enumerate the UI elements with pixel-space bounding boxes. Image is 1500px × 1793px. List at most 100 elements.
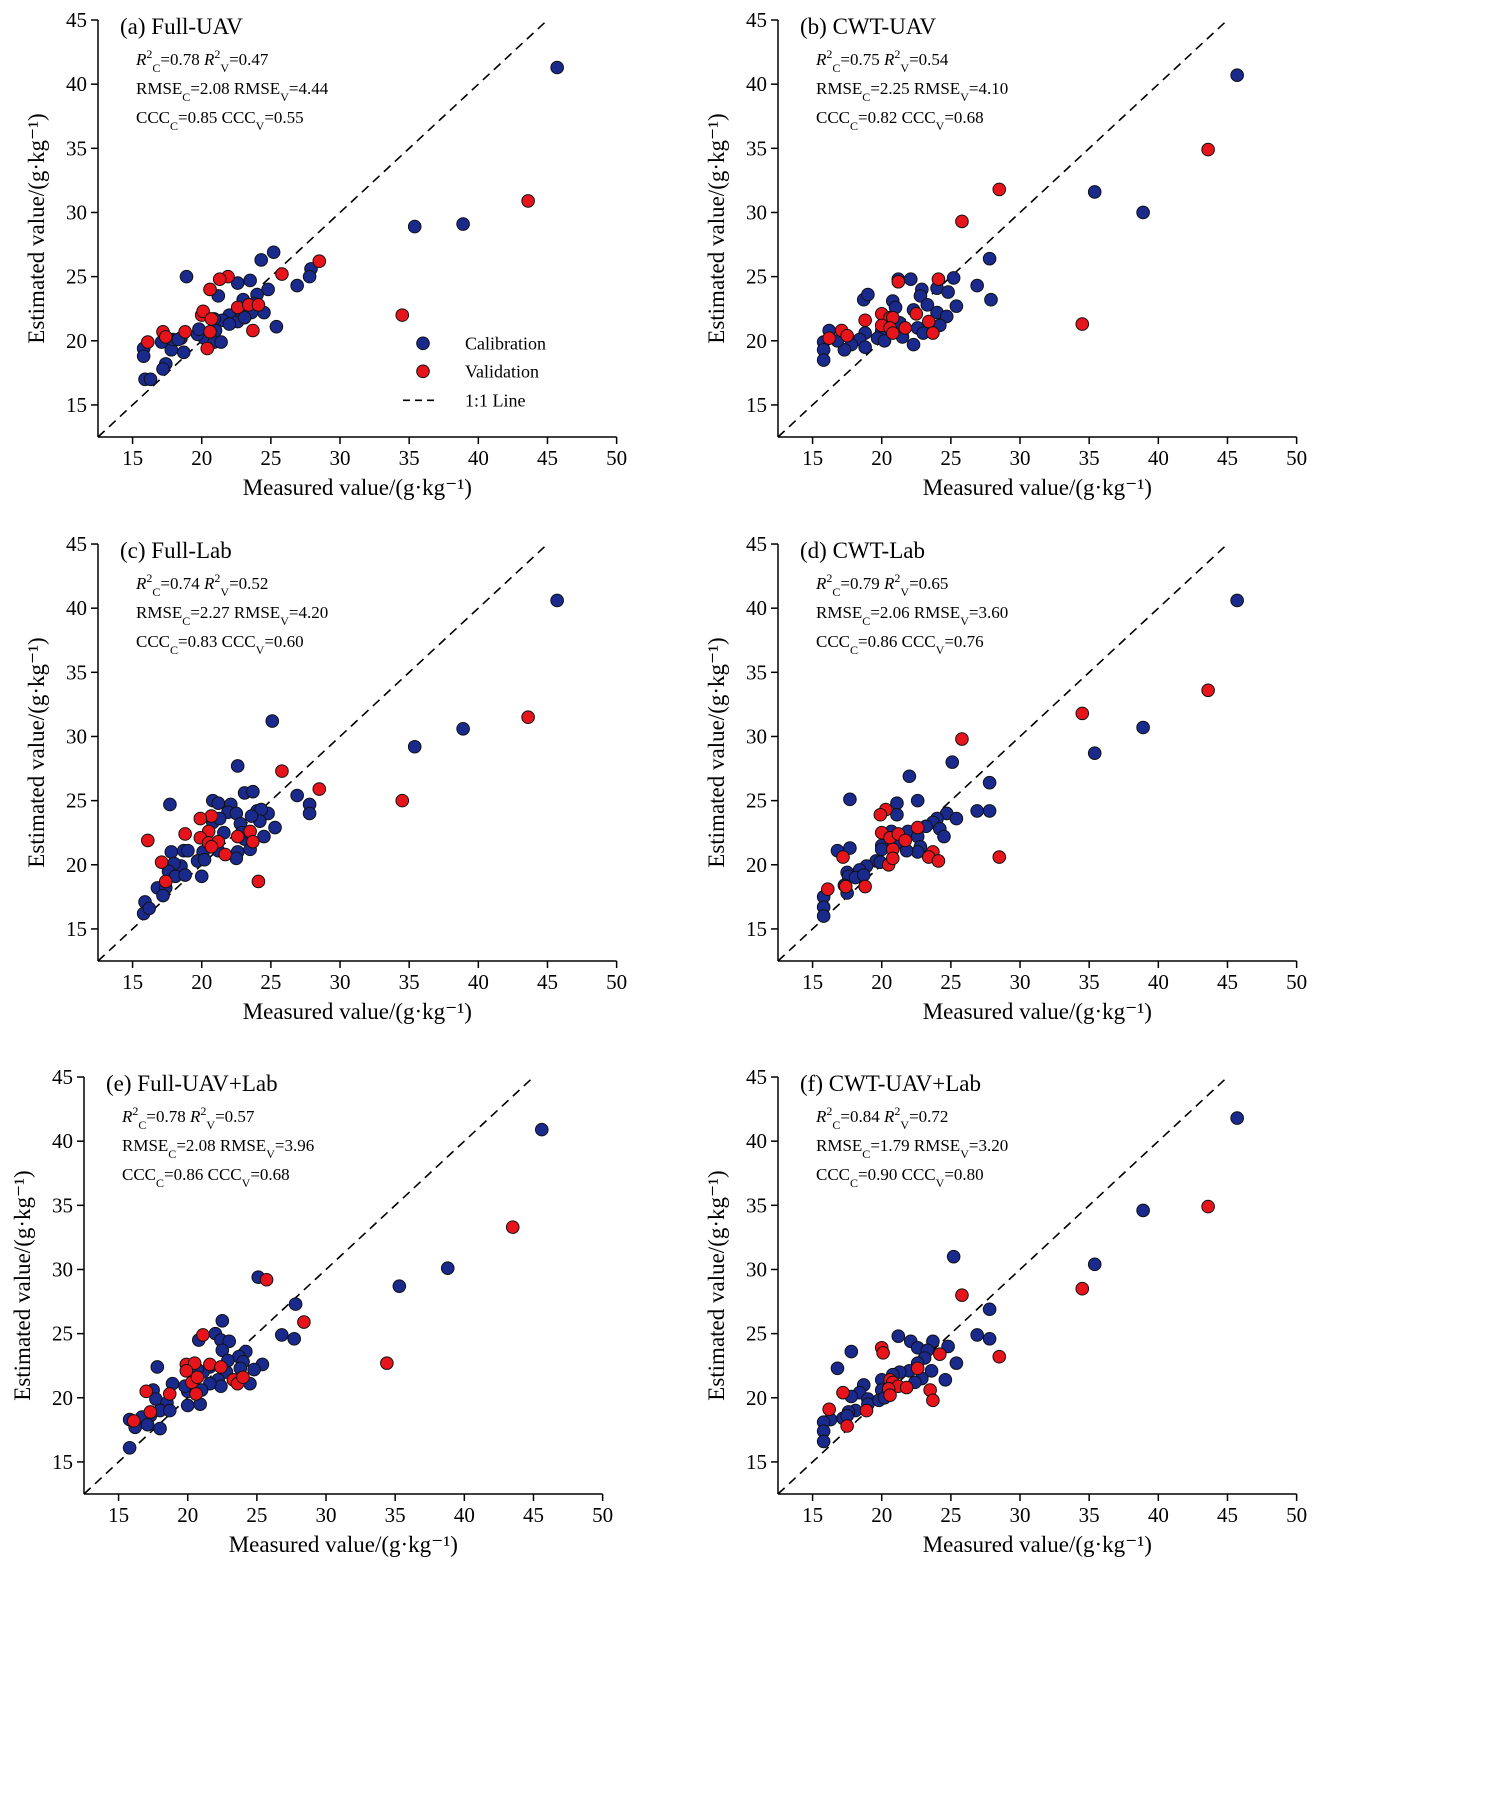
stat-ccc-part: V [256,119,265,133]
calibration-point [1087,746,1102,760]
x-tick-label: 40 [1148,1503,1169,1527]
calibration-point [941,285,955,299]
calibration-point [288,1297,303,1311]
x-tick-label: 25 [260,970,281,994]
stat-r2-part: R [883,574,895,593]
y-tick-label: 20 [746,1386,767,1410]
panel-title: (e) Full-UAV+Lab [106,1071,278,1096]
y-axis-title: Estimated value/(g·kg⁻¹) [704,113,729,343]
y-tick-label: 40 [66,596,87,620]
legend-calibration-label: Calibration [465,333,546,353]
x-tick-label: 20 [177,1503,198,1527]
calibration-point [906,337,921,352]
calibration-point [194,869,209,884]
y-axis-title: Estimated value/(g·kg⁻¹) [10,1170,35,1400]
stat-rmse: RMSEC=2.08 RMSEV=4.44 [136,79,329,104]
calibration-point [215,1343,230,1358]
x-tick-label: 35 [1079,446,1100,470]
stat-r2-part: =0.72 [909,1107,948,1126]
calibration-point [1230,593,1244,608]
stat-r2-part: R [121,1107,133,1126]
y-tick-label: 45 [746,1065,767,1089]
validation-point [840,328,854,343]
stat-r2-part: 2 [894,1104,900,1118]
stat-r2-part: 2 [894,571,900,585]
stat-r2-part: V [206,1118,215,1132]
calibration-point [266,245,281,260]
validation-point [218,847,233,862]
validation-point [275,267,289,281]
stat-r2-part: 2 [146,571,152,585]
stat-rmse-part: RMSE [816,603,862,622]
validation-point [898,321,913,335]
panel-a: 15 20 25 30 35 40 45 50 15 20 25 30 35 40 45 Measured v… [0,0,750,600]
validation-point [312,782,327,796]
stat-r2-part: C [152,585,160,599]
validation-point [1075,1281,1090,1296]
validation-point [251,298,266,312]
stat-r2-part: =0.84 [840,1107,884,1126]
calibration-point [984,292,998,307]
validation-point [926,326,940,340]
stat-rmse-part: =2.08 RMSE [176,1136,266,1155]
calibration-point [246,784,260,799]
stat-rmse: RMSEC=2.25 RMSEV=4.10 [816,79,1008,104]
legend-validation-marker [416,364,430,379]
stat-r2: R2C=0.74 R2V=0.52 [135,571,268,599]
stat-rmse-part: RMSE [816,1136,862,1155]
y-tick-label: 25 [746,265,767,289]
calibration-point [946,1249,961,1264]
calibration-point [816,1434,831,1449]
calibration-point [856,868,871,882]
y-tick-label: 35 [66,136,87,160]
validation-point [931,272,946,286]
x-tick-label: 15 [802,970,823,994]
calibration-point [550,60,564,75]
x-tick-label: 35 [1079,970,1100,994]
stat-rmse-part: C [182,90,190,104]
y-tick-label: 20 [66,853,87,877]
x-axis-title: Measured value/(g·kg⁻¹) [229,1532,458,1557]
y-tick-label: 35 [746,136,767,160]
stat-rmse-part: =2.06 RMSE [870,603,960,622]
stat-ccc-part: V [936,643,945,657]
x-tick-label: 35 [399,970,420,994]
calibration-point [180,1398,195,1413]
calibration-point [156,362,170,376]
stat-rmse-part: =4.10 [969,79,1008,98]
stat-r2-part: R [815,574,827,593]
stat-rmse-part: RMSE [136,603,182,622]
y-tick-label: 15 [66,917,87,941]
stat-r2-part: 2 [826,47,832,61]
stat-ccc-part: C [850,1176,858,1190]
calibration-point [1136,720,1150,735]
x-tick-label: 20 [871,446,892,470]
stat-r2: R2C=0.75 R2V=0.54 [815,47,949,75]
validation-point [212,272,227,286]
stat-r2-part: 2 [132,1104,138,1118]
calibration-point [197,852,212,867]
calibration-point [265,714,280,728]
stat-rmse-part: =1.79 RMSE [870,1136,960,1155]
validation-point [203,324,217,339]
stat-r2-part: V [900,585,909,599]
calibration-point [247,1362,261,1377]
stat-r2-part: =0.75 [840,50,884,69]
stat-rmse: RMSEC=1.79 RMSEV=3.20 [816,1136,1008,1161]
stat-ccc-part: =0.68 [944,108,983,127]
stat-ccc-part: CCC [136,632,170,651]
validation-point [1075,706,1090,721]
x-tick-label: 40 [468,446,489,470]
y-axis-title: Estimated value/(g·kg⁻¹) [24,637,49,867]
calibration-point [302,806,317,821]
scatter-plot-b: 15 20 25 30 35 40 45 50 15 20 25 30 35 40 45 Measured v… [704,8,1307,500]
stat-ccc: CCCC=0.85 CCCV=0.55 [136,108,304,133]
validation-point [921,314,936,329]
stat-r2-part: R [203,50,215,69]
validation-point [822,331,836,346]
panel-f: 15 20 25 30 35 40 45 50 15 20 25 30 35 40 45 Measured v… [680,1057,1430,1657]
validation-point [189,1387,203,1401]
validation-point [158,874,173,889]
calibration-point [143,372,158,387]
validation-point [898,833,913,848]
